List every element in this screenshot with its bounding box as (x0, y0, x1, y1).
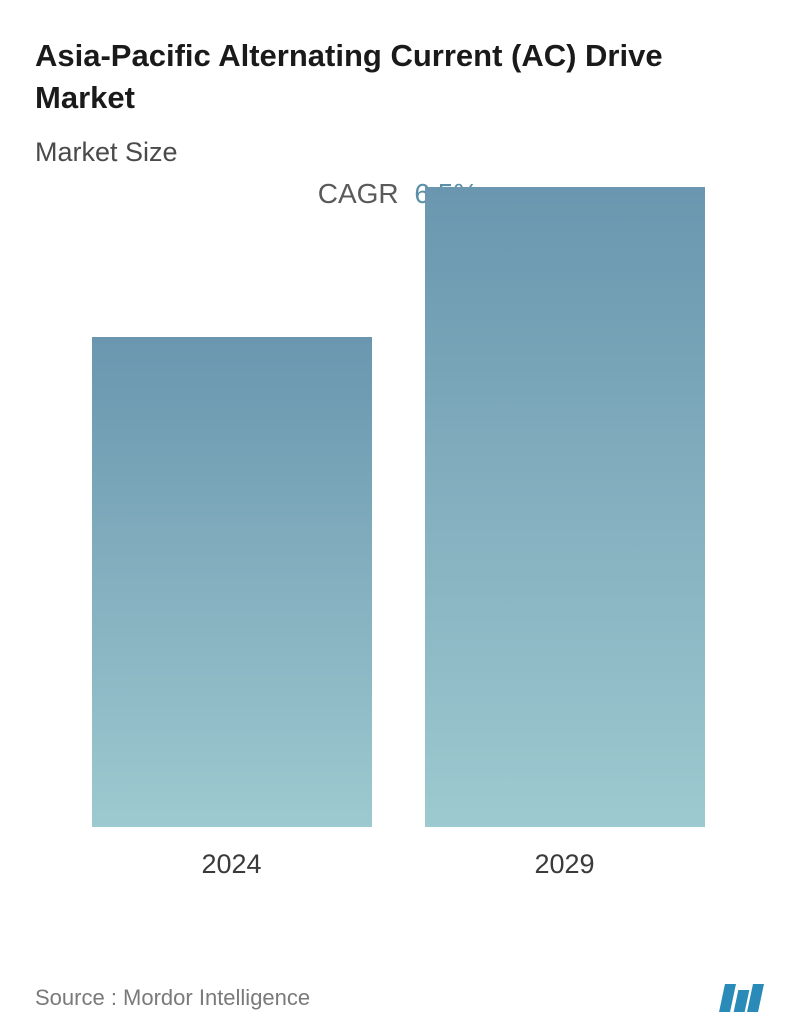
bar-2029 (425, 187, 705, 827)
bar-group: 2029 (425, 187, 705, 880)
chart-title: Asia-Pacific Alternating Current (AC) Dr… (35, 35, 761, 119)
bar-label: 2024 (201, 849, 261, 880)
cagr-label: CAGR (318, 178, 399, 209)
bar-group: 2024 (92, 337, 372, 880)
bar-label: 2029 (534, 849, 594, 880)
footer: Source : Mordor Intelligence (35, 984, 761, 1012)
bar-chart: 2024 2029 (35, 240, 761, 880)
chart-subtitle: Market Size (35, 137, 761, 168)
bar-2024 (92, 337, 372, 827)
mordor-logo-icon (722, 984, 761, 1012)
source-text: Source : Mordor Intelligence (35, 985, 310, 1011)
